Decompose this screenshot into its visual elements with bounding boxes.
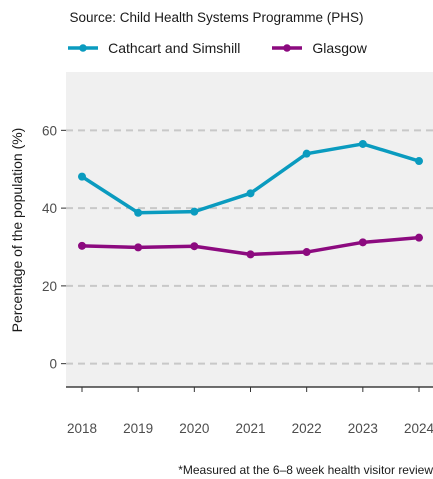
x-tick-label: 2019 xyxy=(123,421,153,436)
data-point-0 xyxy=(358,139,367,148)
y-tick-label: 40 xyxy=(42,201,57,216)
data-point-0 xyxy=(134,208,143,217)
data-point-0 xyxy=(78,172,86,181)
data-point-1 xyxy=(246,250,255,259)
chart-subtitle: Source: Child Health Systems Programme (… xyxy=(69,10,364,25)
data-point-1 xyxy=(190,242,199,251)
plot-panel xyxy=(66,72,433,387)
x-tick-label: 2020 xyxy=(179,421,209,436)
data-point-1 xyxy=(134,243,143,252)
x-tick-label: 2024 xyxy=(404,421,433,436)
legend-label-glasgow: Glasgow xyxy=(312,40,367,56)
legend-item-cathcart: Cathcart and Simshill xyxy=(66,40,240,56)
x-tick-label: 2023 xyxy=(348,421,378,436)
x-tick-label: 2021 xyxy=(235,421,265,436)
y-tick-label: 60 xyxy=(42,123,57,138)
chart-caption: *Measured at the 6–8 week health visitor… xyxy=(178,463,433,477)
data-point-1 xyxy=(358,238,367,247)
data-point-1 xyxy=(78,241,86,250)
data-point-0 xyxy=(190,207,199,216)
data-point-1 xyxy=(415,233,423,242)
legend-label-cathcart: Cathcart and Simshill xyxy=(108,40,241,56)
x-tick-label: 2018 xyxy=(67,421,97,436)
data-point-0 xyxy=(246,189,255,198)
data-point-1 xyxy=(302,248,311,257)
legend-key-glasgow xyxy=(272,44,303,52)
y-tick-label: 0 xyxy=(49,357,57,372)
legend-item-glasgow: Glasgow xyxy=(270,40,367,56)
data-point-0 xyxy=(415,157,423,166)
data-point-0 xyxy=(302,149,311,158)
legend: Cathcart and Simshill Glasgow xyxy=(0,40,433,56)
x-tick-label: 2022 xyxy=(292,421,322,436)
y-tick-label: 20 xyxy=(42,279,57,294)
legend-key-cathcart xyxy=(68,44,99,52)
